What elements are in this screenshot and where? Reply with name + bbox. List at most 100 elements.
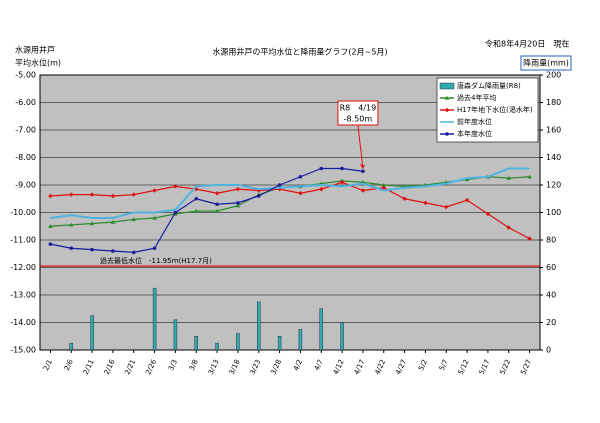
- rain-bar: [152, 287, 157, 351]
- marker: [506, 225, 511, 230]
- y2-tick-label: 0: [546, 346, 551, 355]
- date-note: 令和8年4月20日 現在: [485, 39, 569, 49]
- marker: [256, 194, 261, 198]
- marker: [214, 208, 220, 213]
- marker: [402, 196, 407, 201]
- annotation-arrow: [357, 124, 364, 169]
- marker: [298, 191, 303, 196]
- rain-bar: [298, 329, 303, 351]
- annotation-box: [337, 100, 379, 126]
- y-tick-label: -10.00: [10, 208, 36, 217]
- x-tick-label: 5/2: [417, 358, 429, 372]
- marker: [152, 215, 157, 220]
- marker: [319, 186, 324, 192]
- marker: [131, 250, 136, 255]
- y2-tick-label: 60: [546, 263, 556, 272]
- marker: [423, 200, 428, 206]
- marker: [381, 182, 386, 187]
- marker: [173, 184, 178, 189]
- rain-bar: [257, 301, 261, 351]
- marker: [527, 174, 532, 179]
- rain-bar: [173, 319, 178, 351]
- series-line: [50, 181, 530, 240]
- annotation-text: -8.50m: [344, 115, 373, 124]
- legend-label: 唐森ダム降雨量(R8): [457, 81, 521, 90]
- y-tick-label: -8.00: [15, 153, 36, 162]
- rain-bar: [277, 336, 282, 351]
- marker: [90, 247, 94, 252]
- marker: [69, 222, 74, 227]
- marker: [173, 210, 178, 215]
- x-tick-label: 2/11: [82, 358, 96, 376]
- y2-tick-label: 40: [546, 291, 556, 300]
- marker: [69, 246, 74, 251]
- x-tick-label: 5/7: [438, 358, 450, 372]
- y2-tick-label: 160: [546, 126, 561, 135]
- marker: [444, 204, 449, 210]
- x-tick-label: 4/2: [292, 358, 304, 372]
- x-tick-label: 2/6: [63, 358, 75, 372]
- marker: [131, 217, 136, 222]
- x-tick-label: 5/12: [457, 358, 471, 376]
- marker: [256, 188, 261, 193]
- rain-bar: [340, 322, 344, 351]
- marker: [485, 211, 491, 217]
- marker: [89, 192, 95, 197]
- marker: [464, 177, 470, 182]
- marker: [527, 236, 532, 241]
- series-line: [50, 167, 530, 219]
- y2-axis-label: 降雨量(mm): [523, 58, 569, 68]
- legend-label: 過去4年平均: [457, 93, 496, 102]
- marker: [339, 180, 345, 185]
- marker: [235, 186, 241, 192]
- y2-label-box: [520, 55, 572, 71]
- x-tick-label: 5/27: [519, 358, 533, 376]
- y-tick-label: -9.00: [15, 181, 36, 190]
- y2-tick-label: 100: [546, 208, 561, 217]
- rain-bar: [236, 333, 240, 351]
- reference-label: 過去最低水位 -11.95ｍ(H17.7月): [100, 256, 212, 265]
- marker: [464, 197, 470, 203]
- x-tick-label: 3/3: [167, 358, 179, 372]
- marker: [48, 193, 53, 199]
- x-tick-label: 3/8: [188, 358, 200, 372]
- marker: [89, 221, 95, 226]
- y-tick-label: -7.00: [15, 126, 36, 135]
- legend-label: 本年度水位: [457, 129, 492, 138]
- rain-bar: [215, 342, 219, 351]
- marker: [194, 196, 199, 201]
- x-tick-label: 4/12: [332, 358, 346, 376]
- series-line: [50, 167, 363, 253]
- y-tick-label: -12.00: [10, 263, 36, 272]
- marker: [152, 246, 157, 251]
- legend-label: 前年度水位: [457, 117, 492, 126]
- marker: [319, 166, 324, 171]
- marker: [360, 188, 366, 193]
- marker: [506, 175, 511, 180]
- x-tick-label: 3/28: [269, 358, 283, 376]
- marker: [361, 169, 365, 174]
- annotation-arrowhead: [359, 164, 365, 170]
- y-tick-label: -5.00: [15, 71, 36, 80]
- marker: [444, 107, 450, 113]
- x-tick-label: 2/16: [103, 358, 117, 376]
- y2-tick-label: 80: [546, 236, 556, 245]
- marker: [381, 185, 386, 190]
- legend-swatch: [439, 82, 455, 90]
- y-axis-label: 平均水位(m): [15, 58, 61, 68]
- y2-tick-label: 120: [546, 181, 561, 190]
- x-tick-label: 3/13: [207, 358, 221, 376]
- rain-bar: [90, 315, 94, 351]
- marker: [110, 193, 116, 199]
- marker: [110, 219, 116, 224]
- y-axis-label: 水源用井戸: [15, 45, 55, 55]
- annotation-text: R8 4/19: [340, 104, 377, 113]
- rain-bar: [319, 308, 323, 351]
- chart-title: 水源用井戸の平均水位と降雨量グラフ(2月~5月): [212, 47, 387, 57]
- x-tick-label: 4/7: [313, 358, 325, 372]
- y2-tick-label: 20: [546, 318, 556, 327]
- marker: [194, 208, 199, 213]
- marker: [236, 201, 240, 205]
- x-tick-label: 2/21: [123, 358, 137, 376]
